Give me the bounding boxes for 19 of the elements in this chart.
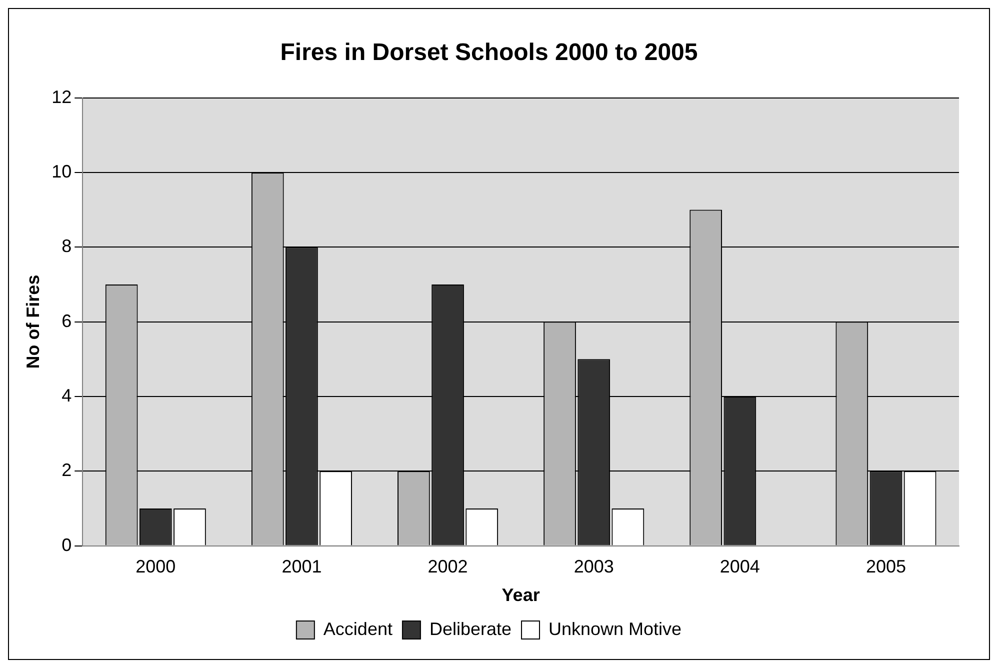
y-tick-label: 2 — [62, 460, 72, 480]
legend-label: Deliberate — [429, 618, 512, 639]
y-tick-label: 0 — [62, 534, 72, 555]
y-tick-label: 8 — [62, 236, 72, 256]
y-tick-label: 6 — [62, 310, 72, 331]
chart-title: Fires in Dorset Schools 2000 to 2005 — [280, 39, 698, 66]
x-tick-label: 2005 — [866, 556, 906, 577]
y-tick-label: 12 — [52, 86, 72, 107]
y-tick-label: 10 — [52, 161, 72, 182]
x-axis-title: Year — [502, 585, 540, 606]
legend-label: Unknown Motive — [548, 618, 682, 639]
x-tick-label: 2004 — [720, 556, 760, 577]
legend-label: Accident — [323, 618, 392, 639]
x-tick-label: 2000 — [136, 556, 176, 577]
x-tick-label: 2001 — [282, 556, 322, 577]
x-tick-label: 2003 — [574, 556, 614, 577]
x-tick-label: 2002 — [428, 556, 468, 577]
y-axis-title: No of Fires — [22, 274, 43, 369]
y-tick-label: 4 — [62, 385, 72, 406]
